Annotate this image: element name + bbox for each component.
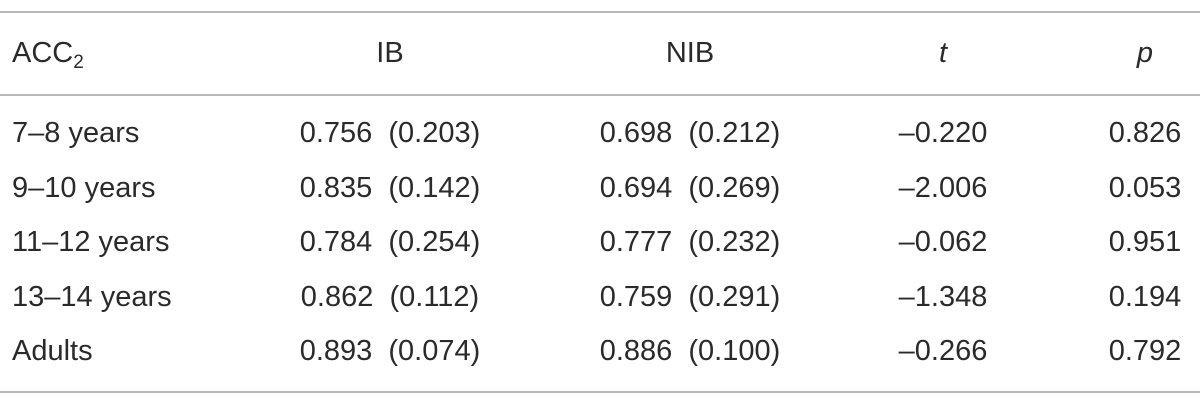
data-cell: 0.777 (0.232) <box>599 226 781 258</box>
header-subscript: 2 <box>73 52 84 73</box>
row-label: Adults <box>12 335 93 367</box>
data-cell: –0.062 <box>898 226 988 258</box>
data-cell: 0.784 (0.254) <box>299 226 481 258</box>
header-cell: ACC2 <box>12 36 84 73</box>
data-cell: 0.053 <box>1108 171 1182 204</box>
bottom-rule <box>0 391 1200 393</box>
row-label: 11–12 years <box>12 226 170 258</box>
row-label: 13–14 years <box>12 280 172 313</box>
data-cell: –1.348 <box>898 280 988 313</box>
top-rule <box>0 11 1200 13</box>
header-rule <box>0 94 1200 96</box>
data-cell: 0.835 (0.142) <box>299 171 481 204</box>
header-cell: NIB <box>665 37 715 69</box>
header-text: ACC <box>12 37 74 69</box>
data-cell: –0.220 <box>898 117 988 149</box>
data-cell: 0.862 (0.112) <box>300 280 480 313</box>
data-cell: 0.951 <box>1108 226 1182 258</box>
header-cell: t <box>938 37 948 69</box>
data-cell: 0.792 <box>1108 335 1182 367</box>
header-cell: p <box>1136 37 1154 69</box>
data-cell: 0.826 <box>1108 117 1182 149</box>
data-cell: 0.759 (0.291) <box>599 280 781 313</box>
data-cell: 0.893 (0.074) <box>299 335 481 367</box>
data-cell: 0.886 (0.100) <box>599 335 781 367</box>
data-cell: –2.006 <box>898 171 988 204</box>
header-cell: IB <box>376 37 404 69</box>
data-cell: –0.266 <box>898 335 988 367</box>
data-cell: 0.756 (0.203) <box>299 117 481 149</box>
row-label: 9–10 years <box>12 171 156 204</box>
row-label: 7–8 years <box>12 117 140 149</box>
data-cell: 0.698 (0.212) <box>599 117 781 149</box>
data-cell: 0.694 (0.269) <box>599 171 781 204</box>
data-cell: 0.194 <box>1108 280 1182 313</box>
